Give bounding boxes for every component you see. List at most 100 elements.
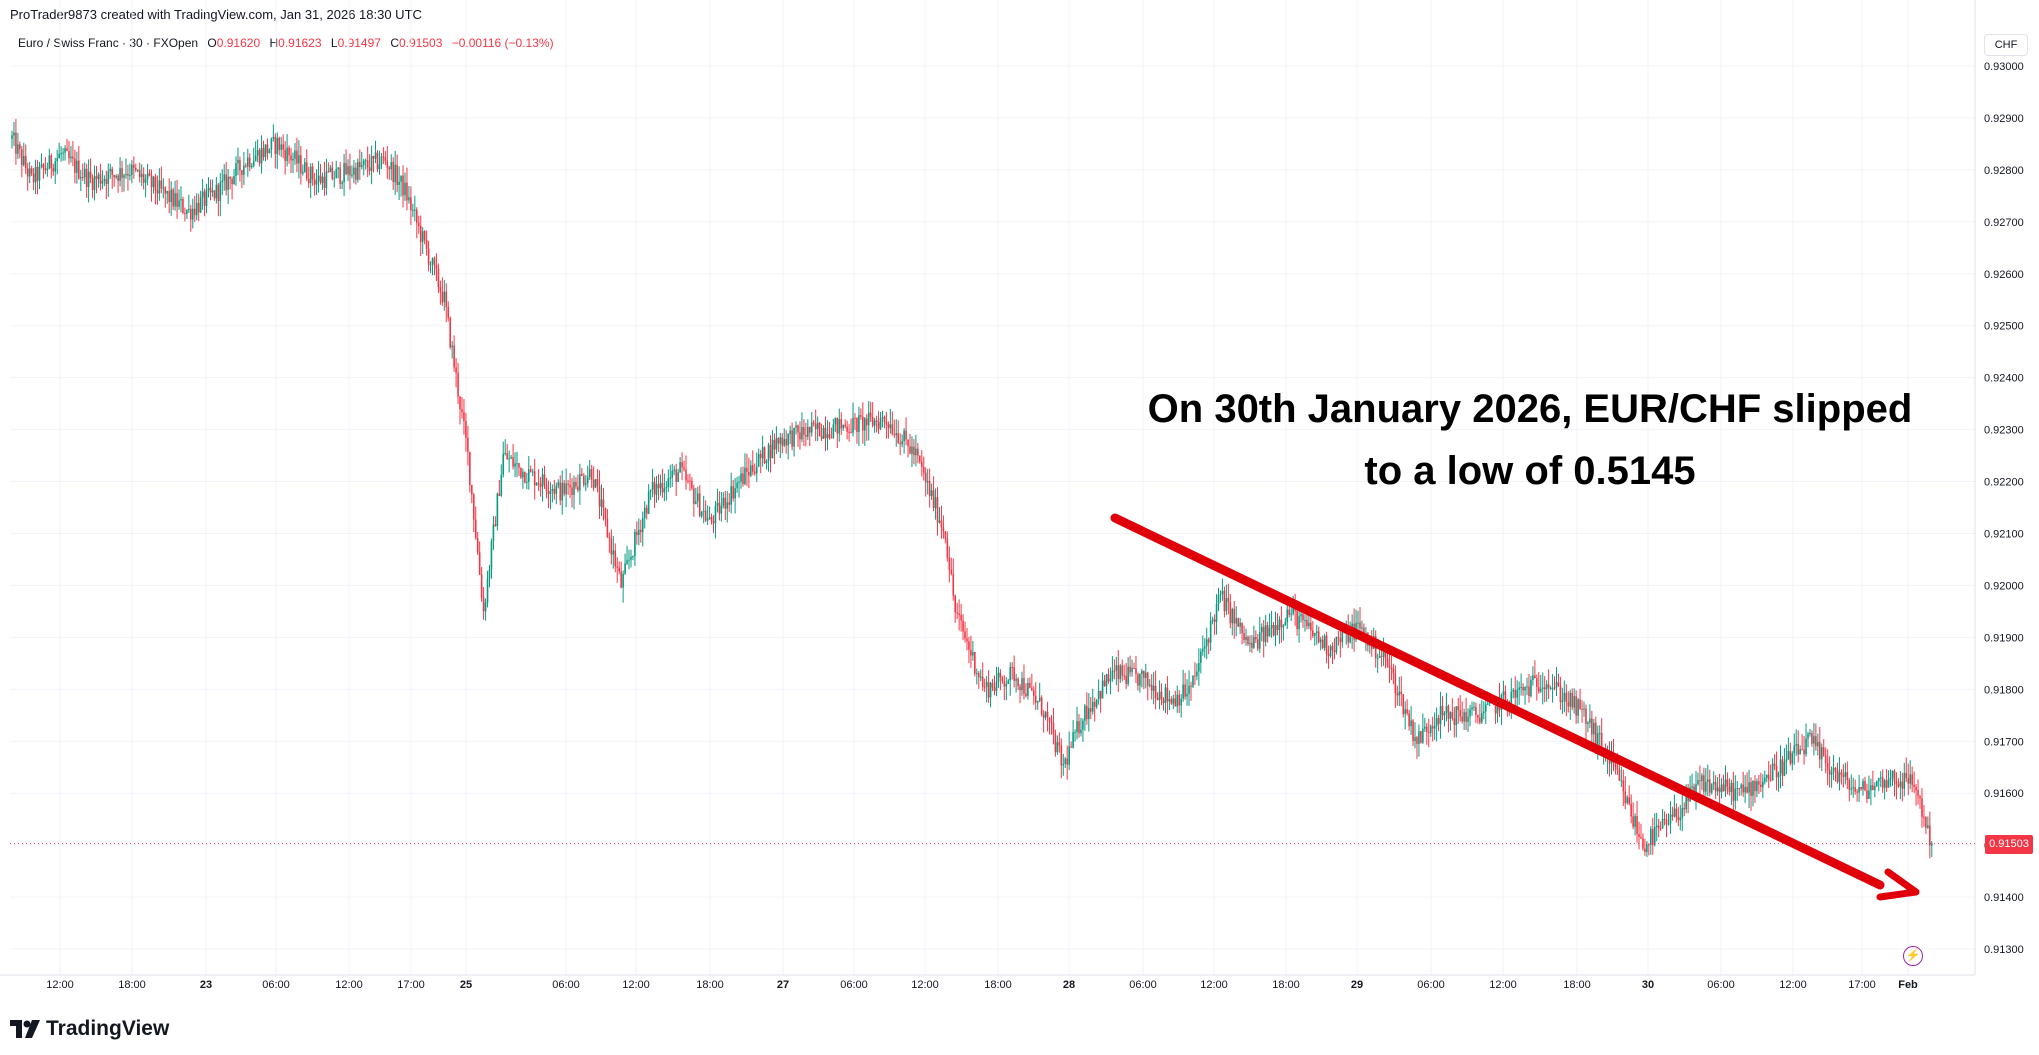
price-tick-label: 0.92400 — [1984, 373, 2024, 385]
candle — [724, 491, 727, 520]
candle — [282, 134, 284, 159]
candle — [264, 144, 267, 162]
price-tick-label: 0.92200 — [1984, 477, 2024, 489]
candle — [402, 165, 404, 208]
candle — [956, 602, 958, 619]
candle — [641, 511, 644, 547]
candle — [237, 147, 239, 176]
candle — [260, 135, 263, 174]
brand[interactable]: TradingView — [10, 1017, 169, 1041]
candle — [1826, 749, 1829, 786]
candle — [1891, 770, 1894, 786]
candle — [854, 413, 856, 430]
candle — [987, 670, 990, 703]
candle — [1121, 659, 1124, 682]
candle — [826, 420, 829, 451]
candle — [1455, 706, 1458, 738]
candle — [1677, 807, 1680, 827]
time-tick-label: 27 — [777, 979, 789, 991]
candle — [915, 434, 917, 467]
candle — [671, 463, 674, 487]
candle — [235, 156, 237, 186]
candle — [1176, 685, 1179, 713]
candle — [624, 553, 626, 575]
candle — [1465, 697, 1467, 731]
candle — [612, 535, 615, 569]
candle — [583, 472, 585, 488]
candle — [1313, 632, 1316, 646]
close-value: 0.91503 — [398, 36, 443, 50]
candle — [1164, 683, 1167, 714]
candle — [616, 557, 619, 583]
candle — [453, 335, 455, 372]
candle — [1133, 662, 1135, 670]
candle — [1066, 745, 1069, 780]
lightning-icon[interactable]: ⚡ — [1903, 946, 1923, 966]
candle — [48, 148, 51, 170]
candle — [1154, 670, 1157, 710]
candle — [357, 158, 359, 183]
candle — [1834, 767, 1837, 782]
candle — [459, 396, 461, 425]
candle — [1255, 630, 1257, 644]
candle — [1929, 811, 1931, 859]
candle — [1767, 760, 1770, 788]
time-axis: 12:00 18:00 23 06:00 12:00 17:00 25 06:00 12:00 1… — [0, 974, 1975, 991]
candle — [793, 427, 795, 457]
candle — [1791, 751, 1794, 771]
candle — [1563, 680, 1566, 713]
candle — [1541, 672, 1544, 705]
candle — [353, 159, 355, 184]
candle — [1642, 833, 1644, 851]
candle — [1734, 775, 1737, 810]
candle — [824, 416, 827, 452]
candle — [934, 488, 937, 520]
candle — [182, 196, 184, 215]
candle — [1084, 704, 1086, 731]
candle — [883, 415, 886, 429]
symbol-name[interactable]: Euro / Swiss Franc · 30 · FXOpen — [18, 36, 199, 50]
candle — [156, 175, 159, 205]
chart-annotation: On 30th January 2026, EUR/CHF slipped to… — [1120, 378, 1940, 502]
candle — [708, 506, 711, 520]
candle — [56, 149, 58, 175]
candle — [133, 156, 135, 179]
candle — [938, 507, 941, 524]
candle — [696, 486, 699, 508]
candle — [779, 432, 782, 458]
candle — [1029, 677, 1031, 689]
candle — [895, 419, 898, 447]
candle — [693, 484, 695, 517]
candle — [1445, 693, 1448, 722]
candle — [1575, 690, 1577, 724]
candle — [1321, 635, 1324, 650]
candle — [1777, 771, 1780, 792]
candle — [50, 153, 53, 179]
currency-button[interactable]: CHF — [1984, 34, 2028, 56]
candle — [1249, 635, 1251, 653]
candle — [842, 424, 844, 432]
candle — [215, 176, 218, 204]
candle — [997, 667, 1000, 688]
candle — [590, 464, 593, 488]
candle — [1215, 594, 1218, 635]
candle — [337, 167, 339, 179]
candle — [423, 230, 426, 245]
candle — [144, 174, 147, 198]
candle — [785, 430, 788, 454]
candle — [814, 409, 817, 442]
candle — [150, 169, 153, 202]
candle — [748, 457, 750, 489]
candle — [107, 163, 110, 197]
candle — [262, 140, 265, 161]
candle — [704, 500, 707, 522]
candle — [24, 144, 27, 175]
candle — [1589, 704, 1591, 729]
candle — [1031, 673, 1033, 691]
candle — [620, 561, 622, 589]
candle — [72, 141, 74, 167]
candle — [313, 172, 316, 196]
candle — [140, 164, 143, 186]
candle — [1807, 731, 1809, 748]
